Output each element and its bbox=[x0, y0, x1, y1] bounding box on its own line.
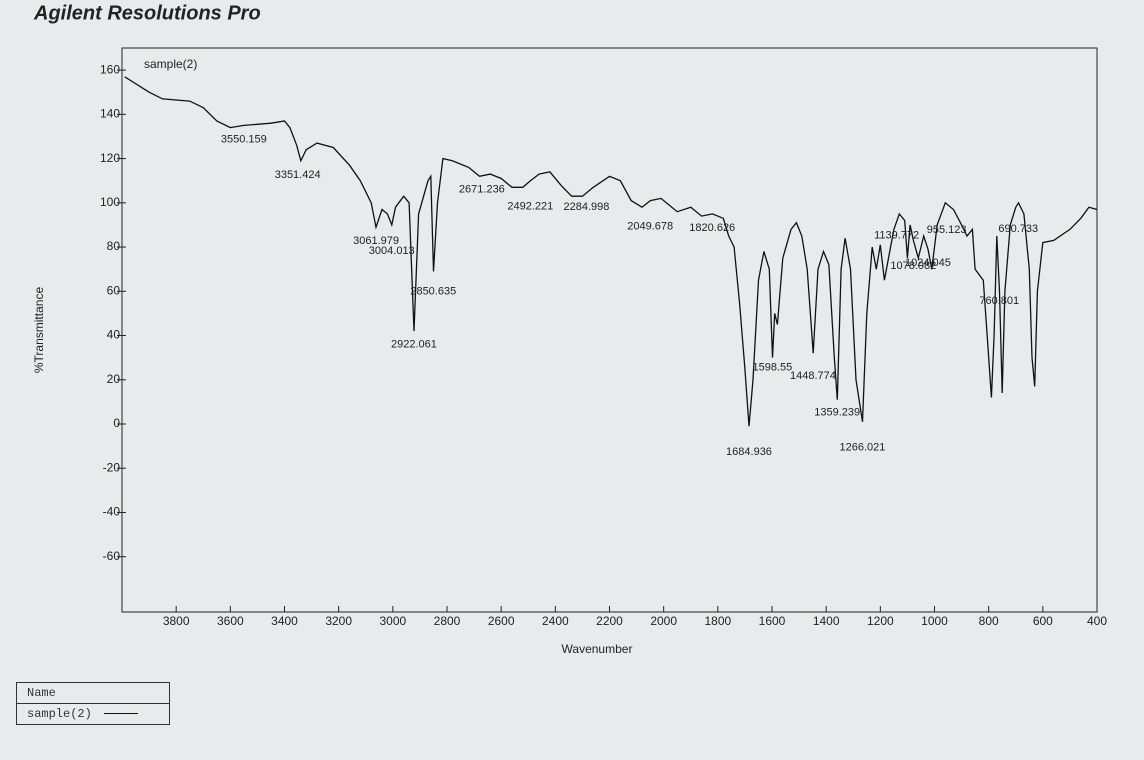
legend-label: sample(2) bbox=[27, 707, 92, 721]
legend: Name sample(2) bbox=[16, 682, 170, 725]
x-tick-label: 2000 bbox=[650, 614, 677, 628]
x-tick-label: 1200 bbox=[867, 614, 894, 628]
peak-label: 2922.061 bbox=[391, 339, 437, 351]
x-tick-label: 3400 bbox=[271, 614, 298, 628]
y-tick-label: 140 bbox=[100, 107, 120, 121]
y-tick-label: -20 bbox=[103, 460, 121, 474]
x-tick-label: 2400 bbox=[542, 614, 569, 628]
peak-label: 1139.772 bbox=[874, 229, 919, 241]
x-axis-label: Wavenumber bbox=[562, 642, 633, 656]
peak-label: 1684.936 bbox=[726, 446, 772, 458]
x-tick-label: 1400 bbox=[813, 614, 840, 628]
y-axis-label: %Transmittance bbox=[32, 287, 46, 374]
y-tick-label: -60 bbox=[103, 549, 121, 563]
peak-label: 2671.236 bbox=[459, 184, 505, 196]
x-tick-label: 3800 bbox=[163, 614, 190, 628]
peak-label: 3550.159 bbox=[221, 133, 267, 145]
y-tick-label: 60 bbox=[107, 283, 121, 297]
x-tick-label: 1800 bbox=[704, 614, 731, 628]
x-tick-label: 2600 bbox=[488, 614, 515, 628]
peak-label: 760.801 bbox=[979, 295, 1019, 307]
legend-entry: sample(2) bbox=[17, 703, 169, 724]
spectrum-line bbox=[124, 76, 1098, 427]
peak-label: 1820.626 bbox=[689, 222, 735, 234]
x-tick-label: 400 bbox=[1087, 614, 1107, 628]
peak-label: 3351.424 bbox=[275, 169, 321, 181]
peak-label: 690.733 bbox=[998, 223, 1038, 235]
y-tick-label: 80 bbox=[107, 239, 121, 253]
peak-label: 2049.678 bbox=[627, 221, 673, 233]
chart-title: Agilent Resolutions Pro bbox=[33, 2, 261, 24]
peak-label: 2850.635 bbox=[410, 285, 456, 297]
x-tick-label: 3000 bbox=[379, 614, 406, 628]
x-tick-label: 1600 bbox=[759, 614, 786, 628]
x-tick-label: 2200 bbox=[596, 614, 623, 628]
peak-label: 1448.774 bbox=[790, 370, 836, 382]
peak-label: 1266.021 bbox=[840, 442, 886, 454]
peak-label: 1598.55 bbox=[753, 361, 793, 373]
y-tick-label: 100 bbox=[100, 195, 120, 209]
peak-label: 1078.082 bbox=[890, 260, 936, 272]
peak-label: 1024.045 bbox=[905, 257, 951, 269]
y-tick-label: 120 bbox=[100, 151, 120, 165]
legend-header: Name bbox=[27, 686, 56, 700]
x-tick-label: 1000 bbox=[921, 614, 948, 628]
y-tick-label: 20 bbox=[107, 372, 121, 386]
y-tick-label: 160 bbox=[100, 62, 120, 76]
y-tick-label: -40 bbox=[103, 505, 121, 519]
peak-label: 1359.239 bbox=[814, 407, 860, 419]
peak-label: 2284.998 bbox=[564, 201, 610, 213]
x-tick-label: 3200 bbox=[325, 614, 352, 628]
x-tick-label: 800 bbox=[979, 614, 999, 628]
x-tick-label: 2800 bbox=[434, 614, 461, 628]
peak-label: 3061.979 bbox=[353, 235, 399, 247]
x-tick-label: 600 bbox=[1033, 614, 1053, 628]
plot-frame bbox=[121, 47, 1098, 613]
series-label: sample(2) bbox=[144, 57, 197, 71]
y-tick-label: 0 bbox=[113, 416, 120, 430]
y-tick-label: 40 bbox=[107, 328, 121, 342]
legend-swatch bbox=[103, 713, 138, 715]
peak-label: 3004.013 bbox=[369, 245, 415, 257]
x-tick-label: 3600 bbox=[217, 614, 244, 628]
peak-label: 2492.221 bbox=[507, 201, 553, 213]
chart: Agilent Resolutions Pro Wavenumber %Tran… bbox=[32, 2, 1107, 656]
peak-label: 955.123 bbox=[927, 224, 967, 236]
